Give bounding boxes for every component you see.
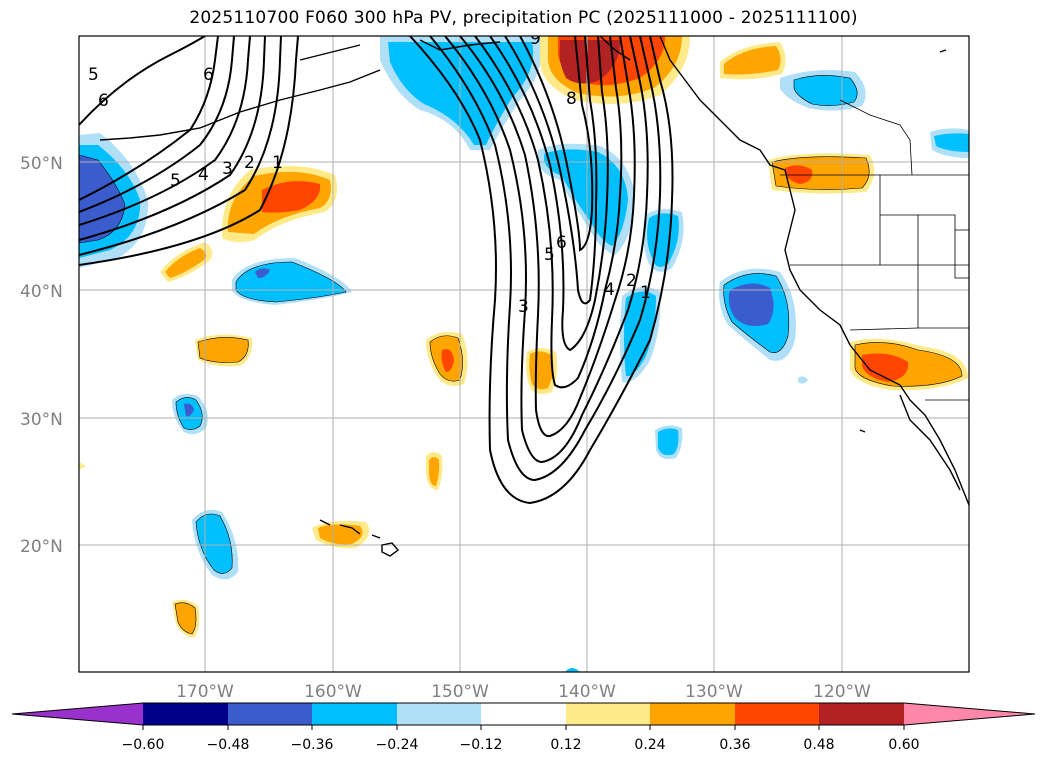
- contour-label: 6: [98, 91, 109, 111]
- colorbar-tick-label: −0.24: [376, 737, 419, 753]
- contour-label: 3: [518, 297, 529, 317]
- colorbar-segment: [143, 703, 228, 725]
- colorbar-tick-label: 0.60: [888, 737, 919, 753]
- lon-label: 130°W: [685, 682, 743, 702]
- contour-label: 6: [203, 65, 214, 85]
- colorbar-segment: [228, 703, 312, 725]
- lat-label: 50°N: [20, 154, 63, 174]
- colorbar-tick-label: −0.36: [291, 737, 334, 753]
- colorbar-extend-high: [904, 703, 1035, 725]
- colorbar-tick-label: 0.12: [550, 737, 581, 753]
- map-title: 2025110700 F060 300 hPa PV, precipitatio…: [189, 8, 858, 28]
- contour-label: 2: [244, 153, 255, 173]
- colorbar-extend-low: [12, 703, 143, 725]
- graticule: [79, 36, 969, 672]
- contour-label: 3: [222, 159, 233, 179]
- lat-label: 20°N: [20, 537, 63, 557]
- colorbar: −0.60 −0.48 −0.36 −0.24 −0.12 0.12 0.24 …: [11, 702, 1036, 753]
- colorbar-segment: [312, 703, 397, 725]
- longitude-labels: 170°W 160°W 150°W 140°W 130°W 120°W: [176, 682, 871, 702]
- colorbar-segment: [397, 703, 481, 725]
- map-frame: [78, 35, 970, 673]
- borders: [780, 99, 969, 401]
- contour-label: 1: [640, 283, 651, 303]
- contour-label: 2: [626, 271, 637, 291]
- map-area: 5 6 6 5 4 3 2 1 3 5 6 4 2 1 8 9: [79, 29, 969, 672]
- lon-label: 160°W: [304, 682, 362, 702]
- colorbar-segment: [650, 703, 735, 725]
- lon-label: 140°W: [558, 682, 616, 702]
- contour-label: 6: [556, 233, 567, 253]
- colorbar-tick-label: 0.24: [634, 737, 665, 753]
- lat-label: 30°N: [20, 410, 63, 430]
- contour-label: 4: [198, 165, 209, 185]
- colorbar-tick-label: 0.36: [719, 737, 750, 753]
- lat-label: 40°N: [20, 282, 63, 302]
- contour-label: 5: [88, 65, 99, 85]
- lon-label: 150°W: [431, 682, 489, 702]
- pv-contours: [79, 36, 674, 505]
- lon-label: 170°W: [176, 682, 234, 702]
- colorbar-tick-label: −0.12: [460, 737, 503, 753]
- contour-label: 1: [272, 153, 283, 173]
- colorbar-segment: [566, 703, 650, 725]
- contour-label: 9: [530, 29, 541, 49]
- colorbar-segment: [735, 703, 819, 725]
- lon-label: 120°W: [813, 682, 871, 702]
- colorbar-segment: [481, 703, 566, 725]
- colorbar-segment: [819, 703, 904, 725]
- contour-label: 8: [566, 89, 577, 109]
- latitude-labels: 50°N 40°N 30°N 20°N: [20, 154, 63, 557]
- colorbar-tick-label: 0.48: [803, 737, 834, 753]
- contour-label: 5: [544, 245, 555, 265]
- contour-label: 5: [170, 171, 181, 191]
- anomaly-outlines: [174, 75, 963, 635]
- colorbar-tick-label: −0.60: [122, 737, 165, 753]
- contour-labels: 5 6 6 5 4 3 2 1 3 5 6 4 2 1 8 9: [88, 29, 651, 317]
- colorbar-tick-label: −0.48: [207, 737, 250, 753]
- contour-label: 4: [604, 280, 615, 300]
